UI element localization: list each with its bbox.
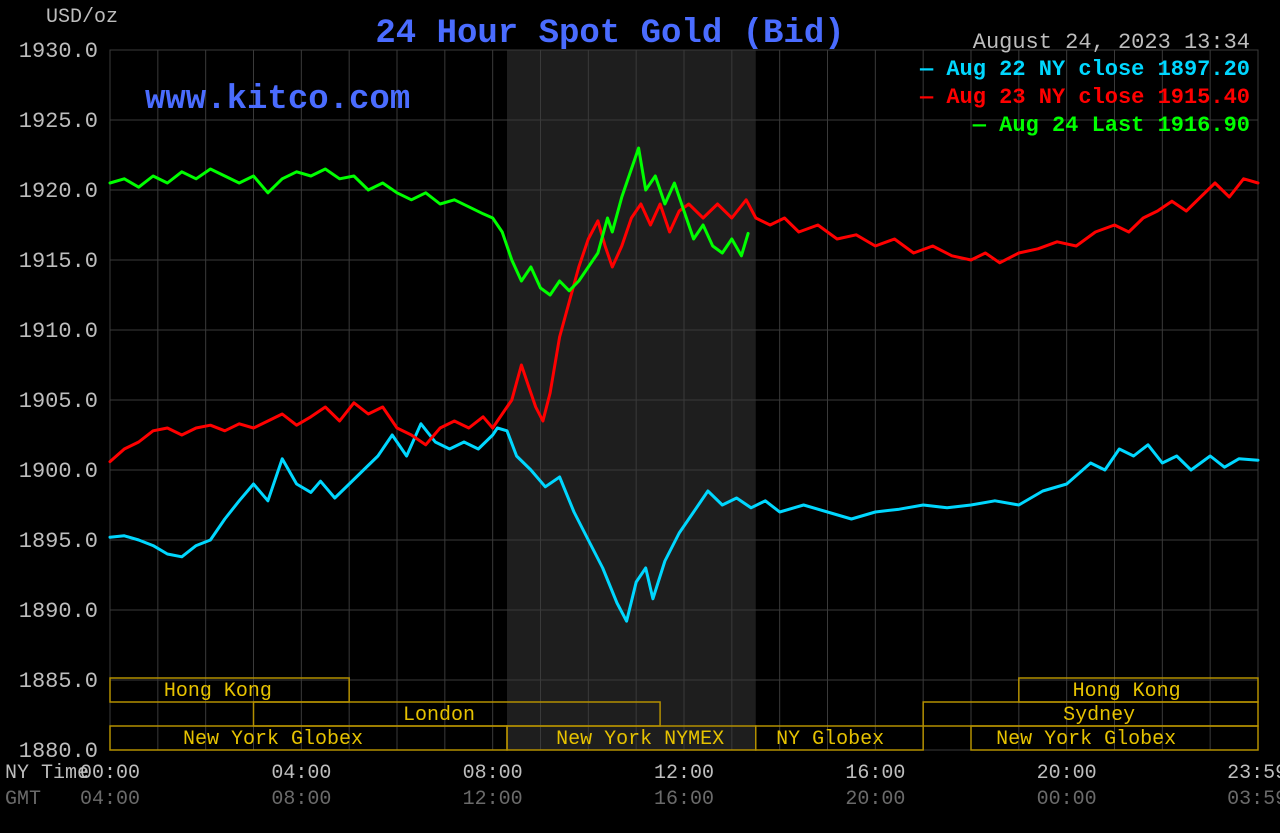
y-tick-label: 1890.0 xyxy=(19,599,98,624)
market-session-label: London xyxy=(403,704,475,727)
market-session-label: Sydney xyxy=(1063,704,1135,727)
chart-title: 24 Hour Spot Gold (Bid) xyxy=(375,15,844,53)
y-tick-label: 1910.0 xyxy=(19,319,98,344)
x-tick-ny: 12:00 xyxy=(654,762,714,785)
market-session-label: New York Globex xyxy=(183,728,363,751)
y-axis-unit: USD/oz xyxy=(46,6,118,29)
x-tick-gmt: 00:00 xyxy=(1037,788,1097,811)
x-axis-ny-label: NY Time xyxy=(5,762,89,785)
market-session-label: Hong Kong xyxy=(164,680,272,703)
market-session-label: Hong Kong xyxy=(1073,680,1181,703)
x-tick-gmt: 08:00 xyxy=(271,788,331,811)
x-tick-ny: 16:00 xyxy=(845,762,905,785)
chart-svg: 1880.0 1885.0 1890.0 1895.0 1900.0 1905.0 1910… xyxy=(0,0,1280,833)
y-tick-label: 1900.0 xyxy=(19,459,98,484)
y-tick-label: 1905.0 xyxy=(19,389,98,414)
y-tick-label: 1915.0 xyxy=(19,249,98,274)
legend-item: — Aug 22 NY close 1897.20 xyxy=(919,57,1250,82)
x-tick-gmt: 20:00 xyxy=(845,788,905,811)
x-axis-gmt-label: GMT xyxy=(5,788,41,811)
market-session-label: NY Globex xyxy=(776,728,884,751)
y-tick-label: 1920.0 xyxy=(19,179,98,204)
legend-item: — Aug 24 Last 1916.90 xyxy=(972,113,1250,138)
x-tick-gmt: 04:00 xyxy=(80,788,140,811)
market-session-label: New York Globex xyxy=(996,728,1176,751)
x-tick-ny: 20:00 xyxy=(1037,762,1097,785)
y-tick-label: 1930.0 xyxy=(19,39,98,64)
y-tick-label: 1925.0 xyxy=(19,109,98,134)
x-tick-ny: 00:00 xyxy=(80,762,140,785)
x-tick-gmt: 03:59 xyxy=(1227,788,1280,811)
legend-item: — Aug 23 NY close 1915.40 xyxy=(919,85,1250,110)
market-session-label: New York NYMEX xyxy=(556,728,724,751)
y-tick-label: 1895.0 xyxy=(19,529,98,554)
x-tick-ny: 23:59 xyxy=(1227,762,1280,785)
x-tick-ny: 04:00 xyxy=(271,762,331,785)
y-tick-label: 1880.0 xyxy=(19,739,98,764)
chart-timestamp: August 24, 2023 13:34 xyxy=(973,30,1250,55)
watermark: www.kitco.com xyxy=(145,81,410,119)
gold-spot-chart: 1880.0 1885.0 1890.0 1895.0 1900.0 1905.0 1910… xyxy=(0,0,1280,833)
x-tick-ny: 08:00 xyxy=(463,762,523,785)
x-tick-gmt: 12:00 xyxy=(463,788,523,811)
x-tick-gmt: 16:00 xyxy=(654,788,714,811)
y-tick-label: 1885.0 xyxy=(19,669,98,694)
